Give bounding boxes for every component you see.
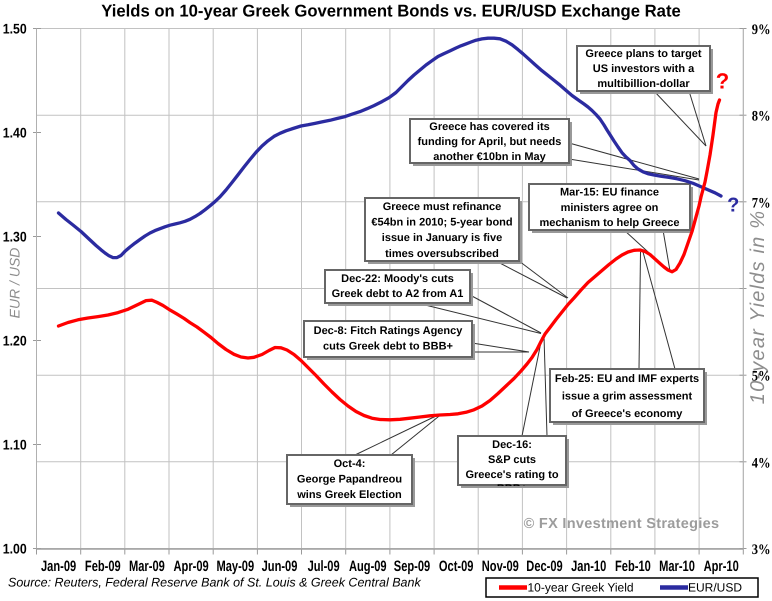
svg-text:3%: 3% [752, 542, 771, 558]
svg-text:issue in January is five: issue in January is five [382, 232, 502, 244]
svg-text:1.00: 1.00 [3, 541, 27, 557]
svg-text:9%: 9% [752, 22, 771, 38]
svg-text:EUR/USD: EUR/USD [688, 581, 742, 595]
svg-text:?: ? [716, 68, 729, 93]
svg-text:Aug-09: Aug-09 [349, 558, 387, 575]
svg-text:Feb-10: Feb-10 [615, 558, 651, 575]
svg-text:times oversubscribed: times oversubscribed [385, 248, 499, 260]
svg-text:Greece plans to target: Greece plans to target [585, 48, 701, 60]
svg-text:1.20: 1.20 [3, 333, 27, 349]
svg-text:Apr-09: Apr-09 [174, 558, 209, 575]
svg-text:May-09: May-09 [216, 558, 254, 575]
svg-text:funding for April, but needs: funding for April, but needs [418, 136, 562, 148]
svg-text:BBB+: BBB+ [497, 483, 527, 495]
svg-text:Feb-25: EU and IMF experts: Feb-25: EU and IMF experts [555, 373, 699, 385]
svg-text:issue a grim assessment: issue a grim assessment [562, 390, 693, 402]
svg-text:10-year Yields in %: 10-year Yields in % [747, 210, 769, 404]
svg-text:Dec-8: Fitch Ratings Agency: Dec-8: Fitch Ratings Agency [314, 325, 464, 337]
svg-text:S&P cuts: S&P cuts [488, 454, 536, 466]
svg-text:Jan-09: Jan-09 [41, 558, 76, 575]
svg-text:EUR / USD: EUR / USD [7, 248, 23, 319]
svg-text:Greek debt to A2 from A1: Greek debt to A2 from A1 [332, 288, 464, 300]
svg-text:Dec-09: Dec-09 [526, 558, 562, 575]
svg-text:7%: 7% [752, 195, 771, 211]
svg-text:Greece must refinance: Greece must refinance [383, 201, 502, 213]
svg-text:1.10: 1.10 [3, 437, 27, 453]
svg-text:5%: 5% [752, 369, 771, 385]
svg-text:multibillion-dollar: multibillion-dollar [597, 78, 690, 90]
svg-text:Jul-09: Jul-09 [308, 558, 340, 575]
svg-text:€54bn in 2010; 5-year bond: €54bn in 2010; 5-year bond [371, 217, 512, 229]
svg-text:Greece's rating to: Greece's rating to [465, 469, 558, 481]
svg-text:wins Greek Election: wins Greek Election [296, 489, 402, 501]
svg-text:1.50: 1.50 [3, 21, 27, 37]
svg-text:Oct-4:: Oct-4: [334, 458, 366, 470]
svg-text:of Greece's economy: of Greece's economy [572, 408, 684, 420]
svg-text:Mar-15: EU finance: Mar-15: EU finance [560, 187, 659, 199]
svg-text:Nov-09: Nov-09 [482, 558, 519, 575]
svg-text:Dec-16:: Dec-16: [492, 439, 532, 451]
svg-text:?: ? [727, 195, 739, 217]
svg-text:Sep-09: Sep-09 [394, 558, 430, 575]
svg-text:Mar-09: Mar-09 [129, 558, 165, 575]
svg-text:Apr-10: Apr-10 [704, 558, 739, 575]
svg-text:another €10bn in May: another €10bn in May [433, 151, 546, 163]
svg-text:Jun-09: Jun-09 [262, 558, 298, 575]
svg-text:mechanism to help Greece: mechanism to help Greece [540, 217, 680, 229]
svg-text:© FX Investment Strategies: © FX Investment Strategies [524, 516, 720, 532]
svg-text:1.40: 1.40 [3, 125, 27, 141]
svg-text:10-year Greek Yield: 10-year Greek Yield [528, 581, 634, 595]
svg-text:Jan-10: Jan-10 [571, 558, 606, 575]
svg-text:Yields on 10-year Greek Govern: Yields on 10-year Greek Government Bonds… [101, 2, 681, 21]
svg-text:Greece has covered its: Greece has covered its [429, 121, 549, 133]
svg-text:4%: 4% [752, 455, 771, 471]
svg-text:Mar-10: Mar-10 [659, 558, 695, 575]
svg-text:cuts Greek debt to BBB+: cuts Greek debt to BBB+ [323, 340, 453, 352]
svg-text:Oct-09: Oct-09 [439, 558, 474, 575]
svg-text:Feb-09: Feb-09 [85, 558, 121, 575]
svg-text:8%: 8% [752, 109, 771, 125]
svg-text:George Papandreou: George Papandreou [297, 474, 402, 486]
svg-text:1.30: 1.30 [3, 229, 27, 245]
svg-text:Dec-22: Moody's cuts: Dec-22: Moody's cuts [341, 273, 454, 285]
svg-text:ministers agree on: ministers agree on [561, 202, 659, 214]
svg-text:Source: Reuters, Federal Reser: Source: Reuters, Federal Reserve Bank of… [8, 576, 421, 590]
svg-text:US investors with a: US investors with a [593, 63, 695, 75]
